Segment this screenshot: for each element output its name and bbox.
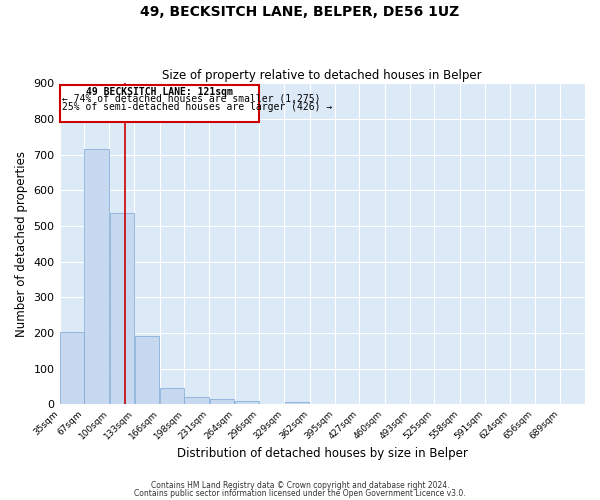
- Text: Contains HM Land Registry data © Crown copyright and database right 2024.: Contains HM Land Registry data © Crown c…: [151, 480, 449, 490]
- Bar: [235, 400, 259, 404]
- Y-axis label: Number of detached properties: Number of detached properties: [15, 151, 28, 337]
- Text: ← 74% of detached houses are smaller (1,275): ← 74% of detached houses are smaller (1,…: [62, 94, 320, 104]
- Bar: [135, 336, 160, 404]
- Bar: [160, 388, 184, 404]
- Bar: [110, 213, 134, 404]
- Bar: [59, 85, 259, 122]
- Bar: [284, 402, 310, 404]
- Text: Contains public sector information licensed under the Open Government Licence v3: Contains public sector information licen…: [134, 489, 466, 498]
- Bar: [210, 399, 235, 404]
- Bar: [184, 398, 209, 404]
- Text: 49, BECKSITCH LANE, BELPER, DE56 1UZ: 49, BECKSITCH LANE, BELPER, DE56 1UZ: [140, 5, 460, 19]
- Text: 25% of semi-detached houses are larger (426) →: 25% of semi-detached houses are larger (…: [62, 102, 332, 112]
- Text: 49 BECKSITCH LANE: 121sqm: 49 BECKSITCH LANE: 121sqm: [86, 86, 233, 97]
- Bar: [60, 332, 84, 404]
- X-axis label: Distribution of detached houses by size in Belper: Distribution of detached houses by size …: [177, 447, 468, 460]
- Title: Size of property relative to detached houses in Belper: Size of property relative to detached ho…: [163, 69, 482, 82]
- Bar: [84, 149, 109, 405]
